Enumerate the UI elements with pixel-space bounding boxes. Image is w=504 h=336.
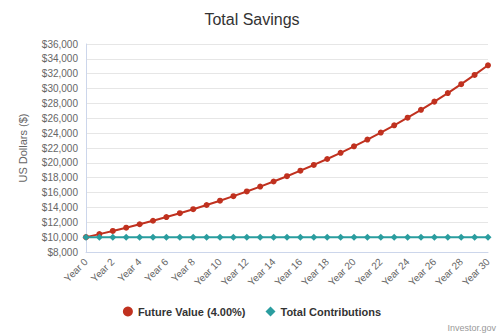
- svg-text:$36,000: $36,000: [42, 39, 79, 50]
- svg-text:Year 12: Year 12: [219, 256, 251, 288]
- svg-text:Investor.gov: Investor.gov: [447, 323, 496, 333]
- svg-text:$30,000: $30,000: [42, 83, 79, 94]
- svg-text:Year 30: Year 30: [460, 256, 492, 288]
- svg-text:$32,000: $32,000: [42, 68, 79, 79]
- svg-text:$14,000: $14,000: [42, 202, 79, 213]
- svg-text:$16,000: $16,000: [42, 187, 79, 198]
- svg-text:Total Contributions: Total Contributions: [280, 306, 381, 318]
- svg-text:$34,000: $34,000: [42, 53, 79, 64]
- svg-text:Year 26: Year 26: [406, 256, 438, 288]
- svg-text:Year 14: Year 14: [246, 256, 278, 288]
- svg-text:Year 24: Year 24: [380, 256, 412, 288]
- svg-text:US Dollars ($): US Dollars ($): [17, 113, 29, 182]
- svg-text:Future Value (4.00%): Future Value (4.00%): [138, 306, 246, 318]
- svg-text:Year 2: Year 2: [89, 256, 117, 284]
- svg-text:$24,000: $24,000: [42, 128, 79, 139]
- svg-text:$20,000: $20,000: [42, 157, 79, 168]
- svg-text:Year 28: Year 28: [433, 256, 465, 288]
- svg-text:$12,000: $12,000: [42, 217, 79, 228]
- svg-text:Year 8: Year 8: [169, 256, 198, 284]
- svg-text:$28,000: $28,000: [42, 98, 79, 109]
- svg-text:$10,000: $10,000: [42, 232, 79, 243]
- svg-text:Year 16: Year 16: [272, 256, 304, 288]
- svg-text:Year 4: Year 4: [116, 256, 144, 284]
- svg-text:Year 10: Year 10: [192, 256, 224, 288]
- svg-text:$26,000: $26,000: [42, 113, 79, 124]
- svg-text:$22,000: $22,000: [42, 143, 79, 154]
- svg-text:Year 20: Year 20: [326, 256, 358, 288]
- svg-text:Year 22: Year 22: [353, 256, 385, 288]
- svg-text:Year 6: Year 6: [142, 256, 170, 284]
- svg-text:$8,000: $8,000: [47, 247, 78, 258]
- svg-text:Year 18: Year 18: [299, 256, 331, 288]
- svg-text:Year 0: Year 0: [62, 256, 90, 284]
- svg-text:Total Savings: Total Savings: [204, 11, 299, 28]
- svg-text:$18,000: $18,000: [42, 172, 79, 183]
